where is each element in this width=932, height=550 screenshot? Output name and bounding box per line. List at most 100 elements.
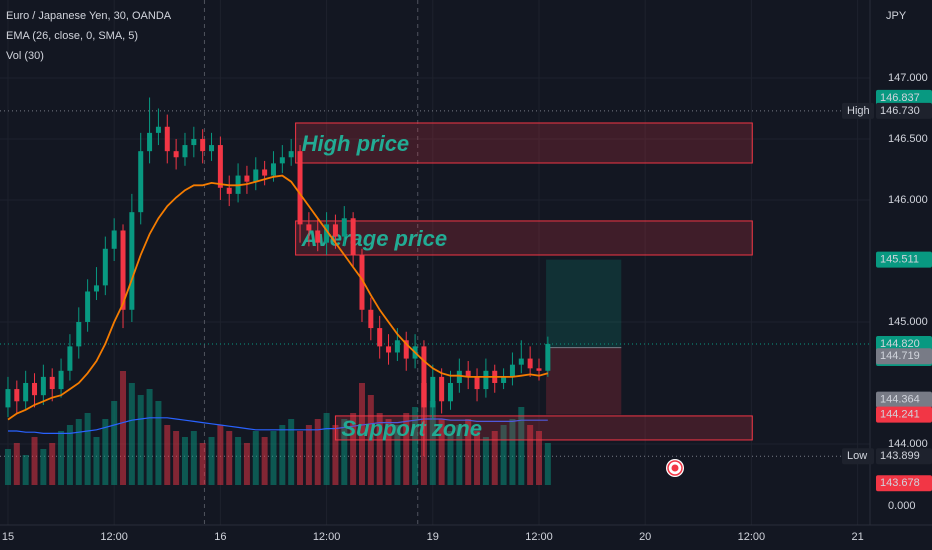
price-marker-label: 143.678	[880, 477, 920, 489]
candle-body	[403, 340, 409, 359]
price-tag	[842, 448, 874, 465]
volume-bar	[500, 425, 507, 485]
y-tick-label: 144.000	[888, 438, 928, 450]
volume-bar	[93, 437, 100, 485]
candle-body	[217, 145, 223, 188]
volume-bar	[128, 383, 135, 485]
candle-body	[155, 126, 161, 133]
volume-bar	[13, 443, 20, 485]
x-tick-label: 12:00	[525, 531, 553, 543]
candle-body	[527, 358, 533, 369]
volume-bar	[482, 437, 489, 485]
price-marker-label: 145.511	[880, 254, 919, 266]
volume-bar	[341, 419, 348, 485]
price-tag-label: High	[847, 105, 870, 117]
x-tick-label: 19	[427, 531, 439, 543]
price-marker-label: 144.719	[880, 350, 920, 362]
candle-body	[509, 364, 515, 377]
volume-bar	[305, 425, 312, 485]
volume-bar	[226, 431, 233, 485]
candle-body	[226, 187, 232, 194]
candle-body	[474, 376, 480, 390]
candle-body	[58, 370, 64, 390]
candle-body	[93, 285, 99, 292]
volume-bar	[190, 431, 197, 485]
candle-body	[5, 389, 11, 408]
candle-body	[545, 343, 551, 371]
candle-body	[288, 151, 294, 158]
volume-bar	[217, 425, 224, 485]
volume-bar	[111, 401, 118, 485]
price-marker-label: 144.364	[880, 393, 920, 405]
volume-bar	[137, 395, 144, 485]
candle-body	[501, 376, 507, 383]
volume-bar	[4, 449, 11, 485]
price-marker	[876, 448, 932, 465]
price-tag	[842, 102, 874, 119]
currency: JPY	[886, 10, 907, 22]
candle-body	[377, 328, 383, 347]
candle-body	[439, 376, 445, 402]
candle-body	[350, 218, 356, 255]
volume-bar	[84, 413, 91, 485]
position-stop	[546, 347, 622, 415]
volume-bar	[75, 419, 82, 485]
volume-bar	[252, 431, 259, 485]
volume-bar	[403, 413, 410, 485]
volume-bar	[527, 425, 534, 485]
candle-body	[394, 340, 400, 353]
candle-body	[102, 248, 108, 286]
volume-bar	[350, 413, 357, 485]
volume-bar	[49, 443, 56, 485]
candle-body	[138, 151, 144, 213]
volume-bar	[297, 431, 304, 485]
candle-body	[359, 254, 365, 310]
volume-bar	[465, 419, 472, 485]
price-marker	[876, 89, 932, 106]
candle-body	[173, 151, 179, 158]
volume-bar	[199, 443, 206, 485]
price-marker	[876, 391, 932, 408]
volume-bar	[155, 401, 162, 485]
volume-bar	[270, 431, 277, 485]
annotations	[295, 122, 753, 441]
zone-label: Average price	[301, 226, 448, 251]
x-tick-label: 12:00	[100, 531, 128, 543]
candle-body	[111, 230, 117, 249]
x-tick-label: 16	[214, 531, 226, 543]
zone-label: High price	[302, 131, 410, 156]
candle-body	[120, 230, 126, 310]
volume-bar	[173, 431, 180, 485]
volume-bar	[394, 425, 401, 485]
zone-box	[295, 122, 753, 164]
volume-bar	[474, 431, 481, 485]
candle-body	[209, 145, 215, 152]
candle-body	[518, 358, 524, 365]
ema-line	[7, 174, 549, 421]
candle-body	[315, 230, 321, 243]
price-marker	[876, 251, 932, 268]
alert-icon-dot	[671, 464, 679, 472]
volume-bar	[385, 419, 392, 485]
candle-body	[14, 389, 20, 402]
candle-body	[341, 218, 347, 237]
candle-body	[306, 224, 312, 231]
candle-body	[465, 370, 471, 377]
volume-bar	[288, 419, 295, 485]
axes: 147.000 146.500 146.000 145.000 144.000 15 12:…	[2, 72, 932, 543]
candle-body	[536, 368, 542, 371]
x-tick-label: 12:00	[738, 531, 766, 543]
volume-bar	[412, 407, 419, 485]
volume-bar	[518, 407, 525, 485]
volume-bar	[40, 449, 47, 485]
candle-body	[324, 224, 330, 243]
volume-bar	[429, 401, 436, 485]
y-tick-label: 147.000	[888, 72, 928, 84]
price-marker-label: 146.837	[880, 92, 920, 104]
y-tick-label: 146.000	[888, 194, 928, 206]
candle-body	[253, 169, 259, 182]
volume-sma-line	[8, 417, 548, 434]
candle-body	[270, 163, 276, 176]
price-marker	[876, 475, 932, 492]
volume-bar	[243, 443, 250, 485]
